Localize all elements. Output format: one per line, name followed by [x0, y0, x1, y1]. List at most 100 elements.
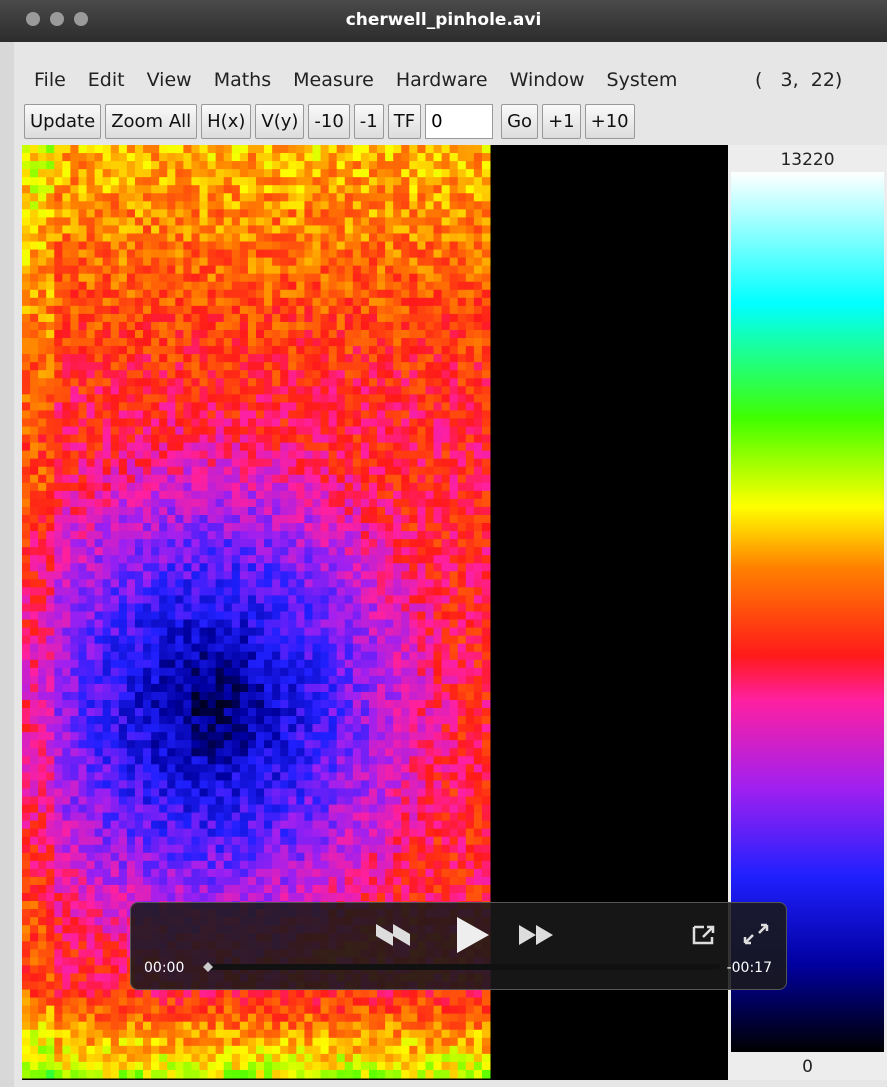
- image-pixel: [425, 209, 434, 218]
- toolbar-button[interactable]: Update: [24, 104, 101, 139]
- menu-item[interactable]: Maths: [214, 69, 271, 91]
- image-pixel: [417, 805, 426, 814]
- image-pixel: [191, 756, 200, 765]
- image-pixel: [296, 298, 305, 307]
- image-pixel: [30, 620, 39, 629]
- toolbar-button[interactable]: Go: [501, 104, 538, 139]
- image-pixel: [216, 772, 225, 781]
- image-pixel: [111, 652, 120, 661]
- image-pixel: [119, 732, 128, 741]
- menu-item[interactable]: Window: [510, 69, 585, 91]
- image-pixel: [224, 700, 233, 709]
- toolbar-button[interactable]: Zoom All: [105, 104, 197, 139]
- image-pixel: [216, 692, 225, 701]
- image-pixel: [425, 716, 434, 725]
- image-pixel: [466, 756, 475, 765]
- image-pixel: [417, 161, 426, 170]
- image-pixel: [183, 829, 192, 838]
- image-pixel: [450, 306, 459, 315]
- image-pixel: [224, 153, 233, 162]
- image-pixel: [143, 233, 152, 242]
- image-pixel: [312, 620, 321, 629]
- image-pixel: [280, 258, 289, 267]
- menu-item[interactable]: Measure: [293, 69, 374, 91]
- image-pixel: [458, 499, 467, 508]
- image-pixel: [393, 491, 402, 500]
- toolbar-button[interactable]: +10: [585, 104, 635, 139]
- menu-item[interactable]: Edit: [88, 69, 125, 91]
- image-pixel: [22, 708, 31, 717]
- image-pixel: [30, 805, 39, 814]
- image-pixel: [240, 242, 249, 251]
- image-pixel: [87, 233, 96, 242]
- image-pixel: [304, 668, 313, 677]
- menu-item[interactable]: System: [607, 69, 678, 91]
- image-pixel: [264, 169, 273, 178]
- image-pixel: [296, 459, 305, 468]
- menu-item[interactable]: View: [147, 69, 192, 91]
- image-pixel: [482, 547, 491, 556]
- image-pixel: [151, 579, 160, 588]
- toolbar-button[interactable]: -10: [308, 104, 349, 139]
- image-pixel: [353, 177, 362, 186]
- image-pixel: [62, 250, 71, 259]
- frame-input[interactable]: 0: [425, 104, 493, 139]
- image-pixel: [62, 571, 71, 580]
- image-pixel: [385, 153, 394, 162]
- image-pixel: [70, 636, 79, 645]
- image-pixel: [329, 660, 338, 669]
- image-pixel: [361, 443, 370, 452]
- image-pixel: [216, 410, 225, 419]
- image-pixel: [175, 370, 184, 379]
- image-pixel: [208, 603, 217, 612]
- image-pixel: [474, 314, 483, 323]
- image-pixel: [111, 684, 120, 693]
- image-pixel: [240, 700, 249, 709]
- menu-item[interactable]: Hardware: [396, 69, 488, 91]
- image-pixel: [304, 201, 313, 210]
- image-pixel: [385, 571, 394, 580]
- menu-item[interactable]: File: [34, 69, 66, 91]
- image-pixel: [466, 322, 475, 331]
- image-pixel: [425, 579, 434, 588]
- image-pixel: [248, 266, 257, 275]
- image-pixel: [345, 547, 354, 556]
- image-pixel: [232, 177, 241, 186]
- image-pixel: [167, 467, 176, 476]
- toolbar-button[interactable]: V(y): [255, 104, 304, 139]
- image-pixel: [248, 145, 257, 154]
- image-pixel: [401, 507, 410, 516]
- image-pixel: [22, 499, 31, 508]
- image-pixel: [434, 579, 443, 588]
- image-pixel: [296, 595, 305, 604]
- image-pixel: [304, 250, 313, 259]
- image-pixel: [329, 652, 338, 661]
- image-pixel: [30, 298, 39, 307]
- image-pixel: [409, 161, 418, 170]
- image-pixel: [240, 330, 249, 339]
- image-pixel: [296, 201, 305, 210]
- toolbar-button[interactable]: +1: [542, 104, 581, 139]
- image-pixel: [385, 644, 394, 653]
- image-pixel: [369, 314, 378, 323]
- image-pixel: [377, 636, 386, 645]
- toolbar-button[interactable]: H(x): [201, 104, 251, 139]
- image-pixel: [296, 740, 305, 749]
- image-pixel: [345, 394, 354, 403]
- image-pixel: [377, 258, 386, 267]
- image-pixel: [417, 209, 426, 218]
- image-pixel: [345, 740, 354, 749]
- image-pixel: [369, 370, 378, 379]
- image-pixel: [369, 145, 378, 154]
- image-pixel: [224, 386, 233, 395]
- toolbar-button[interactable]: TF: [388, 104, 421, 139]
- image-pixel: [304, 620, 313, 629]
- image-pixel: [329, 756, 338, 765]
- image-pixel: [280, 282, 289, 291]
- image-pixel: [111, 193, 120, 202]
- toolbar-button[interactable]: -1: [354, 104, 384, 139]
- image-pixel: [256, 587, 265, 596]
- image-pixel: [417, 579, 426, 588]
- image-pixel: [393, 459, 402, 468]
- image-pixel: [296, 322, 305, 331]
